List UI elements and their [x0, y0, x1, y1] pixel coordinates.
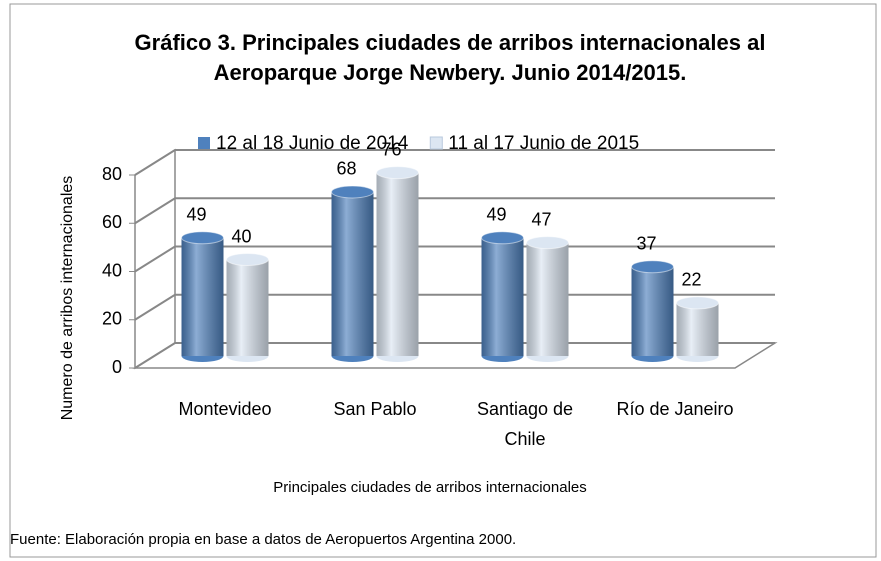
legend-label: 12 al 18 Junio de 2014 [216, 133, 409, 154]
y-tick-label: 60 [102, 212, 122, 232]
bar-shade [181, 237, 224, 356]
data-label: 47 [531, 209, 551, 229]
data-label: 49 [486, 205, 506, 225]
bar-top [676, 296, 719, 310]
grid-line [134, 197, 775, 225]
chart-border [9, 3, 877, 558]
x-tick-label: San Pablo [333, 399, 417, 419]
bar-top [181, 231, 224, 245]
y-axis-title: Numero de arribos internacionales [59, 176, 76, 421]
grid-line [134, 149, 775, 176]
x-tick-label: Montevideo [178, 399, 272, 419]
data-label: 40 [231, 226, 251, 246]
bar-shade [331, 191, 374, 356]
y-tick-label: 20 [102, 309, 122, 329]
bar-shade [526, 242, 569, 356]
bar-top [631, 260, 674, 274]
bar-shade [376, 172, 419, 356]
bar-top [331, 185, 374, 199]
bar-shade [631, 266, 674, 356]
legend-swatch [429, 136, 443, 150]
y-tick-label: 40 [102, 260, 122, 280]
x-axis-title: Principales ciudades de arribos internac… [273, 479, 587, 496]
legend-label: 11 al 17 Junio de 2015 [448, 133, 639, 154]
chart-title: Gráfico 3. Principales ciudades de arrib… [134, 30, 766, 85]
x-tick-label: Río de Janeiro [616, 399, 734, 419]
legend-swatch [198, 137, 210, 149]
bar-top [226, 253, 269, 266]
bar-top [526, 236, 569, 250]
grid-line [134, 293, 775, 321]
bar-shade [226, 259, 269, 356]
data-label: 49 [186, 205, 206, 225]
data-label: 37 [636, 233, 656, 253]
bar-shade [481, 237, 524, 356]
bar-top [481, 231, 524, 245]
data-label: 76 [381, 139, 401, 159]
bar-shade [676, 302, 719, 356]
y-tick-label: 0 [112, 357, 122, 377]
y-tick-label: 80 [102, 164, 122, 184]
x-tick-label: Santiago de Chile [476, 399, 574, 449]
source-note: Fuente: Elaboración propia en base a dat… [10, 531, 516, 548]
data-label: 68 [336, 159, 356, 179]
data-label: 22 [681, 270, 701, 290]
bar-top [376, 166, 419, 180]
grid-line [134, 245, 775, 273]
grid-line [134, 342, 775, 369]
